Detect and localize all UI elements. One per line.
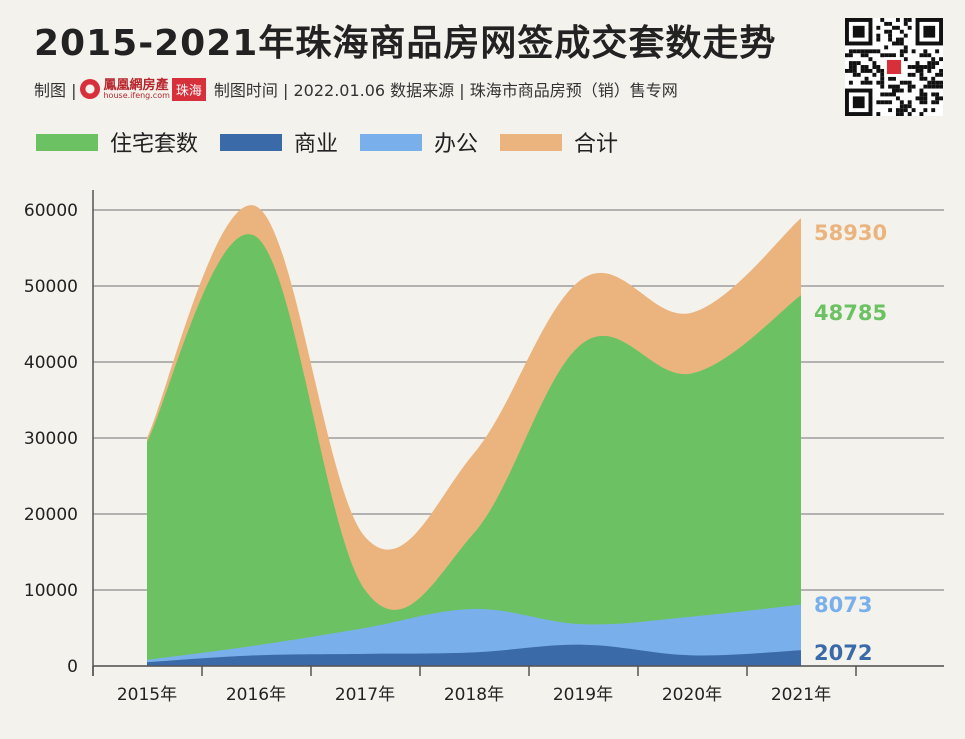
y-tick-label: 50000 xyxy=(24,277,78,297)
chart-title: 2015-2021年珠海商品房网签成交套数走势 xyxy=(34,23,777,64)
chart-meta: 制图 | 鳳凰網房產 house.ifeng.com 珠海 制图时间 | 202… xyxy=(34,77,678,101)
y-tick-label: 40000 xyxy=(24,353,78,373)
legend-item-commercial: 商业 xyxy=(220,126,338,158)
ifeng-house-logo: 鳳凰網房產 house.ifeng.com 珠海 xyxy=(80,77,206,101)
area-residential xyxy=(147,234,801,667)
end-label-residential: 48785 xyxy=(814,301,887,325)
x-tick-label: 2017年 xyxy=(335,685,395,705)
y-tick-label: 30000 xyxy=(24,429,78,449)
y-tick-label: 10000 xyxy=(24,581,78,601)
y-tick-label: 60000 xyxy=(24,201,78,221)
legend-label-office: 办公 xyxy=(434,132,479,157)
legend-label-commercial: 商业 xyxy=(294,132,339,157)
legend-label-total: 合计 xyxy=(574,132,619,157)
legend-swatch-residential xyxy=(36,133,98,151)
end-label-commercial: 2072 xyxy=(814,641,872,665)
legend-item-residential: 住宅套数 xyxy=(36,126,198,158)
phoenix-logo-icon xyxy=(80,79,101,99)
end-label-office: 8073 xyxy=(814,593,872,617)
legend-label-residential: 住宅套数 xyxy=(110,132,199,157)
meta-prefix: 制图 | xyxy=(34,81,77,100)
end-label-total: 58930 xyxy=(814,221,887,245)
legend-swatch-office xyxy=(360,133,423,151)
legend-swatch-total xyxy=(500,133,563,151)
logo-city: 珠海 xyxy=(171,77,206,101)
legend-item-office: 办公 xyxy=(360,126,478,158)
x-tick-label: 2020年 xyxy=(662,685,722,705)
qr-code-icon xyxy=(845,18,943,116)
logo-name: 鳳凰網房產 xyxy=(103,77,169,93)
meta-suffix: 制图时间 | 2022.01.06 数据来源 | 珠海市商品房预（销）售专网 xyxy=(213,81,678,100)
legend-item-total: 合计 xyxy=(500,126,618,158)
x-tick-label: 2021年 xyxy=(771,685,831,705)
x-tick-label: 2016年 xyxy=(226,685,286,705)
x-tick-label: 2019年 xyxy=(553,685,613,705)
logo-url: house.ifeng.com xyxy=(103,90,170,100)
x-tick-label: 2018年 xyxy=(444,685,504,705)
x-tick-label: 2015年 xyxy=(117,685,177,705)
chart-legend: 住宅套数 商业 办公 合计 xyxy=(36,126,640,158)
y-tick-label: 20000 xyxy=(24,505,78,525)
legend-swatch-commercial xyxy=(220,133,283,151)
area-commercial xyxy=(147,644,801,666)
y-tick-label: 0 xyxy=(67,657,78,677)
